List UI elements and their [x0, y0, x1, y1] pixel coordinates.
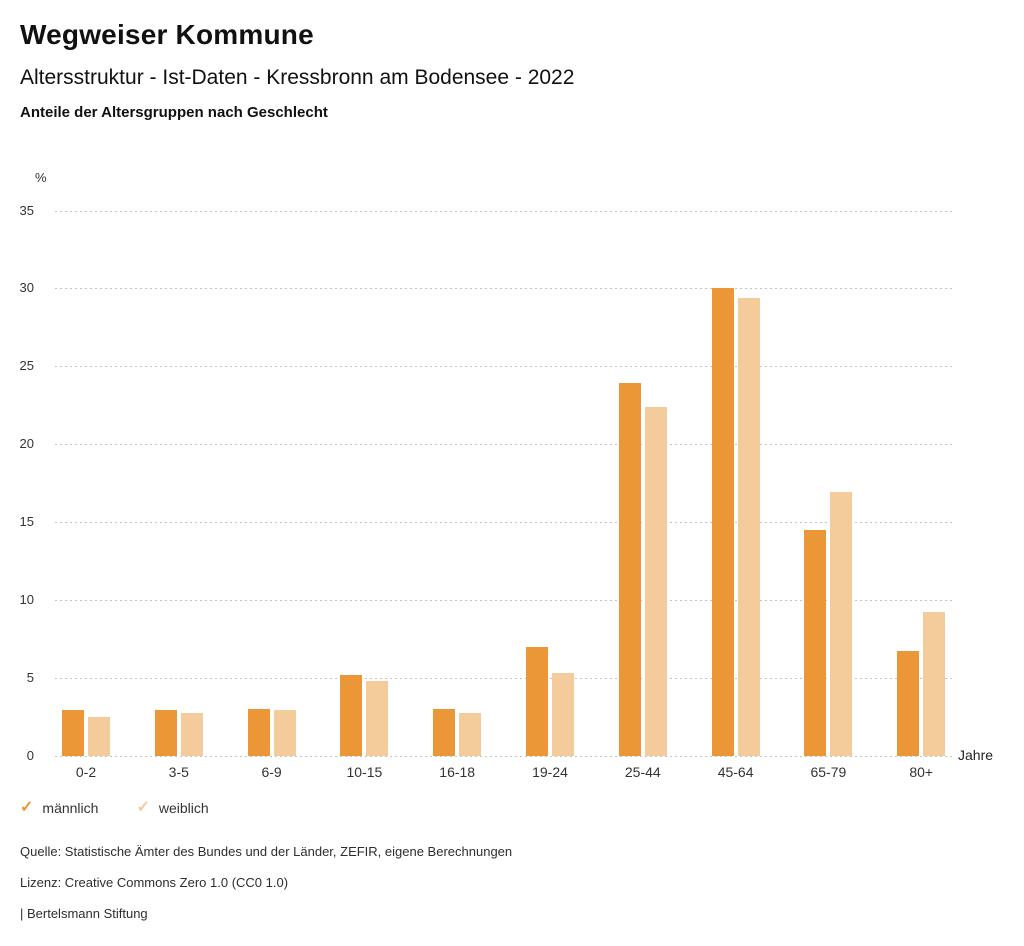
x-tick-label-0-2: 0-2 — [75, 764, 97, 780]
legend-item-maennlich[interactable]: ✓ männlich — [20, 799, 99, 817]
bar-female-10-15[interactable] — [366, 680, 389, 757]
x-tick-label-3-5: 3-5 — [168, 764, 189, 780]
bar-male-45-64[interactable] — [711, 288, 734, 757]
gridline-5 — [55, 677, 953, 679]
y-tick-label-20: 20 — [19, 436, 34, 452]
x-tick-label-10-15: 10-15 — [346, 764, 383, 780]
x-tick-label-16-18: 16-18 — [439, 764, 476, 780]
bar-male-19-24[interactable] — [526, 646, 548, 757]
bar-female-65-79[interactable] — [830, 492, 853, 757]
x-tick-label-25-44: 25-44 — [624, 764, 661, 780]
y-tick-label-0: 0 — [26, 747, 34, 763]
bar-female-19-24[interactable] — [552, 672, 574, 757]
bar-female-80+[interactable] — [923, 612, 946, 757]
page-title: Wegweiser Kommune — [20, 19, 314, 50]
bar-male-6-9[interactable] — [247, 708, 270, 757]
y-tick-label-30: 30 — [19, 280, 34, 296]
bar-male-16-18[interactable] — [433, 708, 456, 757]
bar-female-0-2[interactable] — [88, 716, 110, 757]
attribution-note: | Bertelsmann Stiftung — [20, 906, 148, 921]
y-tick-label-15: 15 — [19, 513, 34, 529]
legend-check-icon: ✓ — [20, 799, 34, 816]
bar-male-3-5[interactable] — [154, 710, 177, 757]
legend-label: weiblich — [158, 800, 209, 816]
bar-male-0-2[interactable] — [62, 710, 84, 757]
bar-female-6-9[interactable] — [273, 710, 296, 757]
x-tick-label-45-64: 45-64 — [717, 764, 754, 780]
bar-female-25-44[interactable] — [644, 406, 667, 757]
legend-label: männlich — [42, 800, 99, 816]
x-axis-unit-label: Jahre — [958, 747, 994, 763]
x-tick-label-6-9: 6-9 — [261, 764, 282, 780]
y-tick-label-25: 25 — [19, 358, 34, 374]
legend-item-weiblich[interactable]: ✓ weiblich — [136, 799, 209, 817]
gridline-35 — [55, 210, 953, 212]
gridline-15 — [55, 521, 953, 523]
x-tick-label-19-24: 19-24 — [532, 764, 568, 780]
gridline-25 — [55, 366, 953, 368]
gridline-30 — [55, 288, 953, 290]
bar-male-25-44[interactable] — [618, 383, 641, 757]
bar-female-16-18[interactable] — [459, 713, 482, 757]
chart-heading: Anteile der Altersgruppen nach Geschlech… — [20, 104, 328, 121]
x-tick-label-65-79: 65-79 — [810, 764, 847, 780]
source-note: Quelle: Statistische Ämter des Bundes un… — [20, 844, 513, 859]
y-tick-label-35: 35 — [19, 202, 34, 218]
y-axis-unit-label: % — [35, 170, 47, 185]
chart-legend: ✓ männlich ✓ weiblich — [20, 799, 209, 817]
license-note: Lizenz: Creative Commons Zero 1.0 (CC0 1… — [20, 875, 289, 890]
bar-female-45-64[interactable] — [737, 297, 760, 757]
gridline-20 — [55, 444, 953, 446]
bar-male-80+[interactable] — [897, 651, 920, 757]
y-tick-label-10: 10 — [19, 591, 34, 607]
bar-male-65-79[interactable] — [804, 529, 827, 757]
x-tick-label-80+: 80+ — [909, 764, 934, 780]
legend-check-icon: ✓ — [136, 799, 150, 816]
gridline-10 — [55, 599, 953, 601]
chart-subtitle: Altersstruktur - Ist-Daten - Kressbronn … — [20, 66, 575, 89]
bar-female-3-5[interactable] — [180, 713, 203, 757]
y-tick-label-5: 5 — [26, 669, 34, 685]
gridline-0 — [55, 755, 953, 757]
bar-male-10-15[interactable] — [340, 674, 363, 757]
